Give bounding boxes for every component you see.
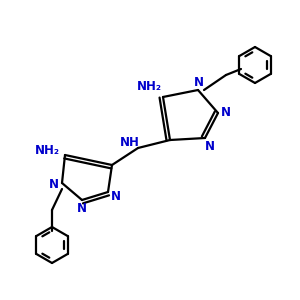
Text: N: N xyxy=(49,178,59,191)
Text: N: N xyxy=(205,140,215,152)
Text: N: N xyxy=(221,106,231,119)
Text: NH₂: NH₂ xyxy=(34,143,59,157)
Text: NH: NH xyxy=(120,136,140,149)
Text: N: N xyxy=(194,76,204,89)
Text: NH₂: NH₂ xyxy=(136,80,161,94)
Text: N: N xyxy=(77,202,87,215)
Text: N: N xyxy=(111,190,121,203)
